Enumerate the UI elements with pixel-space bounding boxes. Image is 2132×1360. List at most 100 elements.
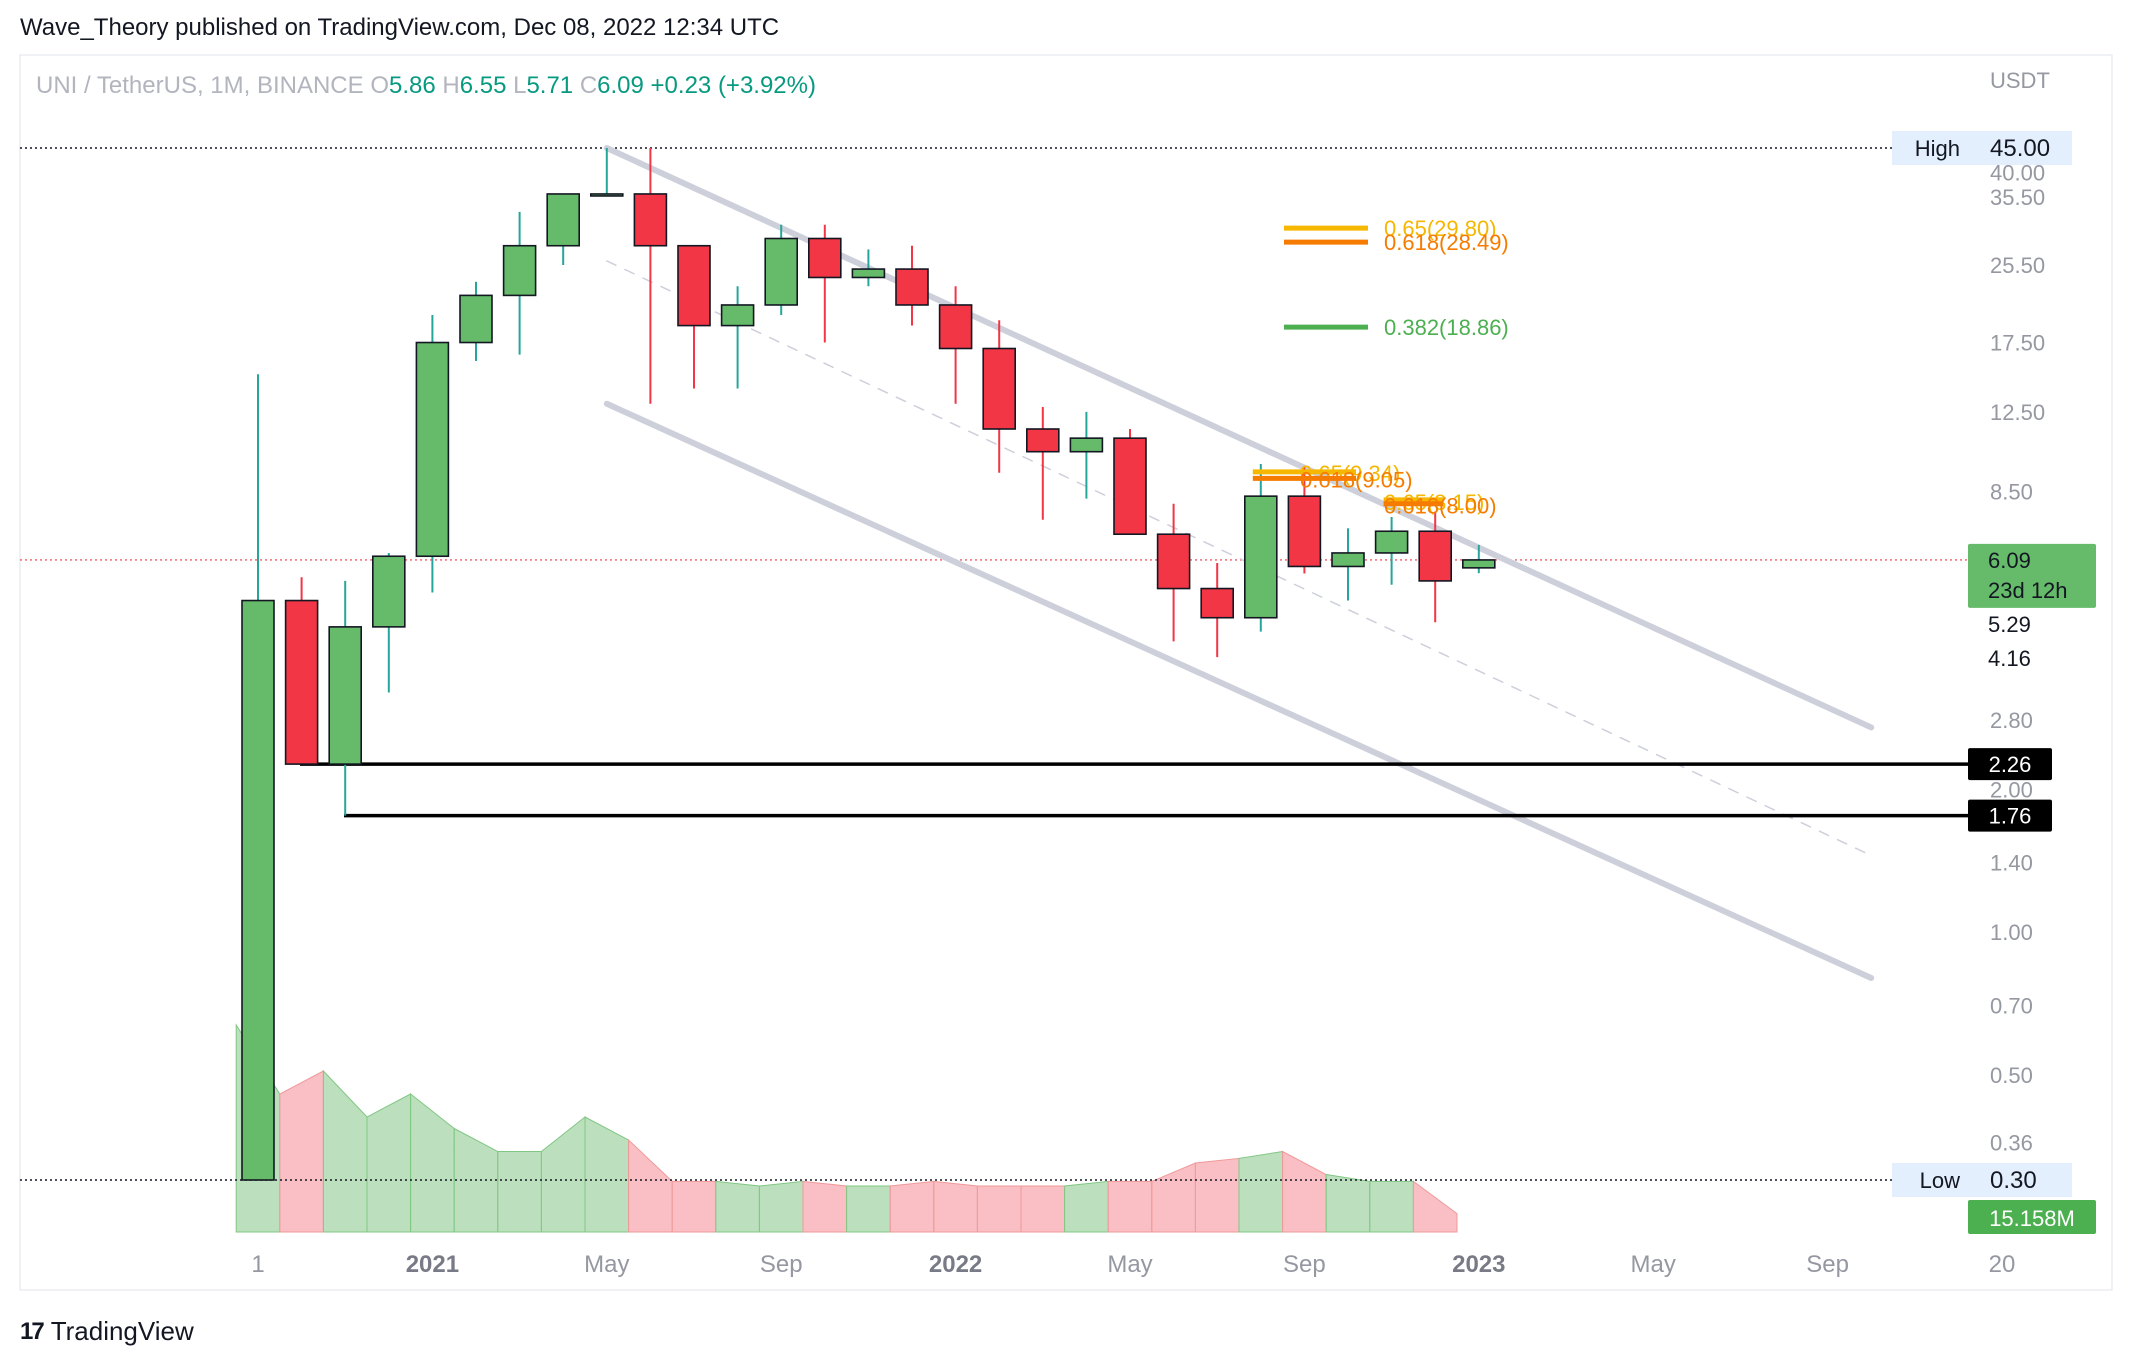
fib-level-label: 0.65(29.80): [1384, 216, 1497, 241]
high-badge: [1892, 131, 2072, 165]
y-tick-label: 0.70: [1990, 993, 2033, 1018]
footer-brand[interactable]: 17 TradingView: [20, 1316, 194, 1347]
y-tick-label: 12.50: [1990, 400, 2045, 425]
candle-body: [720, 304, 755, 327]
candle-body: [459, 294, 493, 344]
y-tick-label: 2.00: [1990, 777, 2033, 802]
candle-body: [1156, 533, 1191, 590]
volume-segment: [1325, 1173, 1371, 1233]
support-badge-2-26-label: 2.26: [1989, 752, 2032, 777]
volume-segment: [1412, 1180, 1458, 1233]
support-badge-1-76-label: 1.76: [1989, 804, 2032, 829]
high-value: 45.00: [1990, 135, 2050, 162]
volume-segment: [1194, 1157, 1240, 1233]
candle-body: [415, 341, 450, 558]
volume-segment: [758, 1180, 804, 1233]
y-tick-label: 8.50: [1990, 479, 2033, 504]
volume-segment: [322, 1069, 368, 1233]
channel-upper-line: [603, 145, 1875, 731]
candles: [241, 148, 1496, 1181]
y-tick-label: 2.80: [1990, 708, 2033, 733]
x-tick-label: May: [1631, 1251, 1676, 1278]
channel-lower-line: [603, 400, 1875, 981]
candle-body: [1331, 552, 1365, 568]
volume-segment: [1151, 1162, 1196, 1233]
chart-frame: [19, 54, 2113, 1291]
candle-body: [1200, 587, 1234, 619]
x-tick-label: May: [584, 1251, 629, 1278]
x-tick-label: 2023: [1452, 1251, 1505, 1278]
scale-label-4-16: 4.16: [1988, 646, 2031, 671]
currency-label: USDT: [1990, 68, 2050, 93]
x-tick-label: Sep: [1806, 1251, 1849, 1278]
volume-segment: [279, 1070, 324, 1233]
tradingview-brand: TradingView: [50, 1316, 194, 1346]
candle-body: [1287, 495, 1322, 568]
candle-body: [677, 244, 711, 327]
y-tick-label: 0.36: [1990, 1130, 2033, 1155]
x-tick-label: Sep: [760, 1251, 803, 1278]
support-badge-2-26: [1968, 748, 2052, 781]
candle-body: [633, 193, 668, 247]
low-label: Low: [1920, 1168, 1960, 1193]
candle-body: [1418, 530, 1452, 582]
tradingview-logo-icon: 17: [20, 1317, 45, 1345]
volume-segment: [1064, 1180, 1109, 1233]
candle-body: [982, 347, 1017, 430]
candle-body: [546, 193, 581, 247]
y-tick-label: 0.50: [1990, 1063, 2033, 1088]
x-tick-label: Sep: [1283, 1251, 1326, 1278]
x-tick-label: 1: [251, 1251, 264, 1278]
volume-segment: [976, 1185, 1022, 1233]
fib-level-label: 0.618(28.49): [1384, 230, 1509, 255]
volume-area: [235, 1023, 1458, 1233]
candle-body: [284, 599, 319, 765]
ohlc-legend: UNI / TetherUS, 1M, BINANCE O5.86 H6.55 …: [36, 72, 816, 99]
candle-body: [1113, 437, 1147, 536]
candle-body: [502, 244, 537, 297]
current-price-badge: [1968, 543, 2096, 608]
scale-label-5-29: 5.29: [1988, 612, 2031, 637]
low-badge: [1892, 1163, 2072, 1197]
volume-segment: [628, 1138, 673, 1233]
candle-body: [1026, 428, 1060, 453]
current-price-value: 6.09: [1988, 548, 2031, 573]
fib-level-label: 0.382(18.86): [1384, 315, 1509, 340]
volume-segment: [715, 1180, 760, 1233]
high-label: High: [1915, 136, 1960, 161]
x-tick-label: 2021: [406, 1251, 459, 1278]
fib-level-label: 0.65(9.34): [1300, 461, 1400, 486]
candle-body: [895, 268, 929, 306]
fib-level-label: 0.618(9.05): [1300, 467, 1413, 492]
x-tick-label: May: [1107, 1251, 1152, 1278]
volume-segment: [1282, 1150, 1327, 1233]
volume-segment: [846, 1185, 891, 1233]
volume-badge: [1968, 1200, 2096, 1234]
y-tick-label: 25.50: [1990, 253, 2045, 278]
volume-segment: [584, 1116, 630, 1233]
volume-segment: [1238, 1150, 1284, 1233]
channel-middle-line: [606, 260, 1872, 857]
volume-segment: [671, 1180, 717, 1233]
y-tick-label: 1.40: [1990, 851, 2033, 876]
volume-segment: [540, 1115, 586, 1233]
x-tick-label: 2022: [929, 1251, 982, 1278]
volume-segment: [410, 1092, 455, 1233]
volume-segment: [802, 1180, 848, 1233]
candle-body: [328, 626, 363, 765]
candle-body: [1462, 559, 1496, 569]
y-tick-label: 35.50: [1990, 185, 2045, 210]
countdown-value: 23d 12h: [1988, 578, 2068, 603]
candle-body: [241, 599, 275, 1181]
volume-segment: [366, 1093, 412, 1233]
volume-segment: [1020, 1185, 1066, 1233]
candle-body: [589, 193, 624, 197]
candle-body: [938, 304, 973, 350]
candle-body: [764, 237, 799, 306]
support-badge-1-76: [1968, 799, 2052, 832]
y-tick-label: 17.50: [1990, 331, 2045, 356]
candle-body: [807, 237, 842, 279]
volume-segment: [497, 1151, 542, 1233]
volume-segment: [933, 1180, 978, 1233]
